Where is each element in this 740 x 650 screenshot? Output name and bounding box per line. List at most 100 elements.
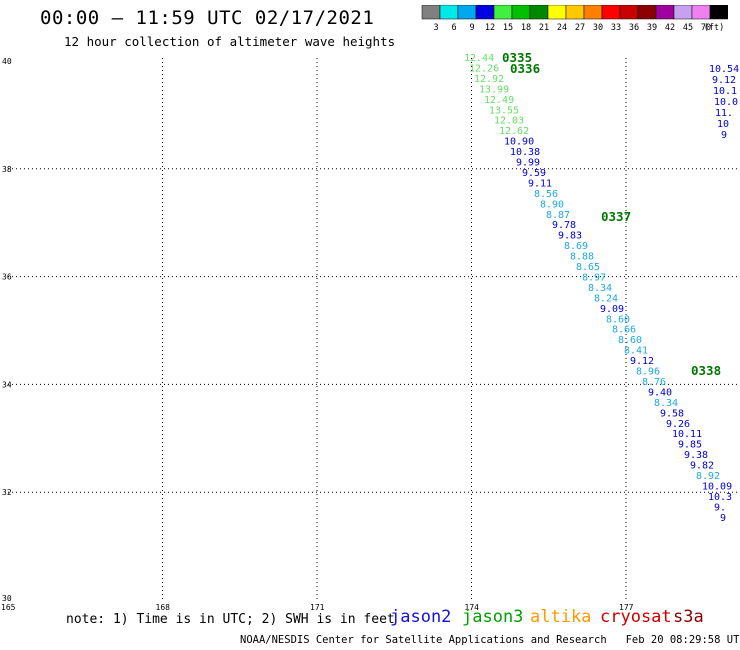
color-scale-swatch [619,5,639,20]
latitude-tick-labels: 40 38 36 34 32 30 [2,57,12,603]
satellite-legend-altika: altika [530,607,592,627]
color-scale-swatch [601,5,621,20]
color-scale-label: 24 [557,23,567,33]
wave-height-reading: 12.44 [464,53,494,64]
longitude-tick-label: 171 [310,603,325,612]
pass-time-label: 0337 [601,209,631,224]
wave-height-reading: 9.26 [666,419,690,430]
wave-height-reading: 9.82 [690,461,714,472]
page-title: 00:00 — 11:59 UTC 02/17/2021 [40,7,375,29]
wave-height-reading: 12.62 [499,126,529,137]
wave-height-reading: 9.40 [648,387,672,398]
satellite-legend-s3a: s3a [673,607,704,627]
wave-height-reading: 8.41 [624,346,648,357]
wave-height-reading: 12.26 [469,63,499,74]
color-scale-swatch [547,5,567,20]
longitude-tick-label: 177 [619,603,634,612]
wave-height-reading: 8.90 [540,199,564,210]
color-scale-label: 39 [647,23,657,33]
wave-height-reading: 8.34 [654,398,678,409]
color-scale-label: 70 [701,23,711,33]
color-scale-label: 18 [521,23,531,33]
color-scale-swatch [583,5,603,20]
color-scale-label: 36 [629,23,639,33]
color-scale-label: 9 [469,23,474,33]
wave-height-reading: 9.99 [516,158,540,169]
color-scale-label: 27 [575,23,585,33]
color-scale-swatch [439,5,459,20]
wave-height-color-scale: 3 6 9 12 15 18 21 24 27 30 33 36 39 42 45 70(ft) [421,5,728,33]
wave-height-reading: 9.12 [712,75,736,86]
wave-height-reading: 8.76 [642,377,666,388]
latitude-tick-label: 38 [2,165,12,174]
color-scale-swatch [511,5,531,20]
wave-height-reading: 8.60 [606,314,630,325]
pass-time-label: 0338 [691,363,721,378]
wave-height-reading: 10.11 [672,429,702,440]
longitude-tick-labels: 165 168 171 174 177 [1,603,634,612]
satellite-legend-jason2: jason2 [390,607,452,627]
wave-height-reading: 8.34 [588,283,612,294]
color-scale-label: 3 [433,23,438,33]
color-scale-swatch [637,5,657,20]
wave-height-reading: 8.97 [582,272,606,283]
longitude-tick-label: 165 [1,603,16,612]
footer-note: note: 1) Time is in UTC; 2) SWH is in fe… [66,612,395,627]
latitude-tick-label: 36 [2,273,12,282]
longitude-tick-label: 168 [156,603,171,612]
wave-height-reading: 13.99 [479,84,509,95]
wave-height-reading: 8.60 [618,335,642,346]
latitude-tick-label: 32 [2,488,12,497]
wave-height-reading: 9. [714,502,726,513]
wave-height-reading: 10.3 [708,492,732,503]
satellite-legend-jason3: jason3 [462,607,524,627]
wave-height-reading: 9.58 [660,408,684,419]
wave-height-reading: 13.55 [489,105,519,116]
wave-height-reading: 8.69 [564,241,588,252]
color-scale-unit: (ft) [704,23,724,33]
wave-height-reading: 8.24 [594,293,618,304]
color-scale-swatch [475,5,495,20]
color-scale-swatch [457,5,477,20]
color-scale-swatch [421,5,441,20]
color-scale-swatch [709,5,728,20]
wave-height-reading: 10.0 [714,97,738,108]
page-subtitle: 12 hour collection of altimeter wave hei… [64,34,396,49]
satellite-legend-cryosat: cryosat [600,607,672,627]
wave-height-reading: 10.1 [713,86,737,97]
color-scale-swatch [691,5,711,20]
wave-height-reading: 8.66 [612,325,636,336]
color-scale-swatch [565,5,585,20]
wave-height-readings: 12.4412.2612.9213.9912.4913.5512.0312.62… [464,53,739,524]
wave-height-reading: 9.85 [678,440,702,451]
wave-height-reading: 9.83 [558,231,582,242]
color-scale-swatch [529,5,549,20]
longitude-tick-label: 174 [465,603,480,612]
wave-height-reading: 8.92 [696,471,720,482]
wave-height-reading: 9 [721,130,727,141]
wave-height-reading: 12.49 [484,95,514,106]
wave-height-reading: 9 [720,513,726,524]
color-scale-label: 12 [485,23,495,33]
color-scale-label: 45 [683,23,693,33]
wave-height-reading: 10.09 [702,481,732,492]
wave-height-reading: 9.78 [552,220,576,231]
wave-height-reading: 8.87 [546,210,570,221]
pass-time-label: 0336 [510,61,540,76]
latitude-tick-label: 40 [2,57,12,66]
wave-height-reading: 11. [715,108,733,119]
wave-height-reading: 9.11 [528,178,552,189]
wave-height-reading: 8.88 [570,252,594,263]
wave-height-reading: 12.92 [474,74,504,85]
wave-height-reading: 10.38 [510,147,540,158]
color-scale-label: 6 [451,23,456,33]
color-scale-swatch [655,5,675,20]
color-scale-label: 33 [611,23,621,33]
footer-credit: NOAA/NESDIS Center for Satellite Applica… [240,634,740,646]
color-scale-label: 21 [539,23,549,33]
wave-height-reading: 10 [717,119,729,130]
color-scale-swatch [493,5,513,20]
color-scale-label: 42 [665,23,675,33]
